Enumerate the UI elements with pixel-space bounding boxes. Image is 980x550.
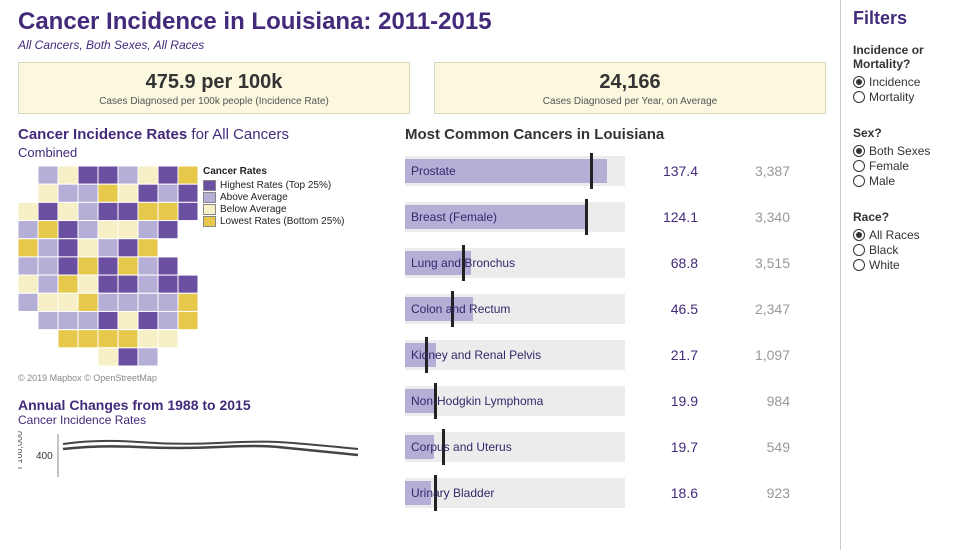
- map-section-title: Cancer Incidence Rates for All Cancers: [18, 126, 383, 143]
- filters-sidebar: Filters Incidence or Mortality?Incidence…: [840, 0, 980, 550]
- radio-label: Male: [869, 174, 895, 188]
- radio-icon: [853, 145, 865, 157]
- bar-rate: 137.4: [625, 163, 710, 179]
- bar-row[interactable]: Non-Hodgkin Lymphoma 19.9984: [405, 383, 826, 419]
- page-title: Cancer Incidence in Louisiana: 2011-2015: [18, 8, 826, 36]
- radio-label: All Races: [869, 228, 920, 242]
- choropleth-map[interactable]: [18, 166, 198, 366]
- radio-icon: [853, 244, 865, 256]
- bar-track: Prostate: [405, 156, 625, 186]
- radio-option[interactable]: White: [853, 258, 968, 272]
- bar-count: 3,387: [710, 163, 790, 179]
- filter-group: Sex? Both SexesFemaleMale: [853, 126, 968, 188]
- bar-rate: 68.8: [625, 255, 710, 271]
- bar-row[interactable]: Kidney and Renal Pelvis 21.71,097: [405, 337, 826, 373]
- filter-group: Incidence or Mortality? IncidenceMortalit…: [853, 43, 968, 104]
- radio-icon: [853, 229, 865, 241]
- radio-icon: [853, 160, 865, 172]
- trend-subtitle: Cancer Incidence Rates: [18, 413, 383, 427]
- radio-icon: [853, 91, 865, 103]
- stat-cards: 475.9 per 100k Cases Diagnosed per 100k …: [18, 62, 826, 114]
- radio-label: Incidence: [869, 75, 920, 89]
- svg-text:r 100,000: r 100,000: [18, 431, 24, 469]
- bar-rate: 46.5: [625, 301, 710, 317]
- bar-track: Corpus and Uterus: [405, 432, 625, 462]
- radio-label: Mortality: [869, 90, 914, 104]
- bar-track: Non-Hodgkin Lymphoma: [405, 386, 625, 416]
- stat-card-count: 24,166 Cases Diagnosed per Year, on Aver…: [434, 62, 826, 114]
- bar-label: Colon and Rectum: [411, 302, 510, 316]
- bar-row[interactable]: Prostate 137.43,387: [405, 153, 826, 189]
- bar-rate: 124.1: [625, 209, 710, 225]
- radio-option[interactable]: Female: [853, 159, 968, 173]
- map-legend: Cancer Rates Highest Rates (Top 25%)Abov…: [203, 166, 345, 228]
- radio-icon: [853, 175, 865, 187]
- svg-text:400: 400: [36, 451, 53, 462]
- stat-card-rate: 475.9 per 100k Cases Diagnosed per 100k …: [18, 62, 410, 114]
- bar-row[interactable]: Corpus and Uterus 19.7549: [405, 429, 826, 465]
- bar-row[interactable]: Breast (Female) 124.13,340: [405, 199, 826, 235]
- radio-option[interactable]: Black: [853, 243, 968, 257]
- bar-rate: 19.7: [625, 439, 710, 455]
- bar-count: 2,347: [710, 301, 790, 317]
- bar-rate: 21.7: [625, 347, 710, 363]
- bar-row[interactable]: Colon and Rectum 46.52,347: [405, 291, 826, 327]
- legend-title: Cancer Rates: [203, 166, 345, 177]
- map-container[interactable]: Cancer Rates Highest Rates (Top 25%)Abov…: [18, 166, 383, 383]
- bar-track: Urinary Bladder: [405, 478, 625, 508]
- bar-row[interactable]: Urinary Bladder 18.6923: [405, 475, 826, 511]
- bar-count: 1,097: [710, 347, 790, 363]
- legend-row: Highest Rates (Top 25%): [203, 180, 345, 191]
- filter-question: Race?: [853, 210, 968, 224]
- radio-option[interactable]: All Races: [853, 228, 968, 242]
- legend-row: Below Average: [203, 204, 345, 215]
- radio-label: Both Sexes: [869, 144, 930, 158]
- trend-title: Annual Changes from 1988 to 2015: [18, 397, 383, 413]
- bar-count: 923: [710, 485, 790, 501]
- map-section-title2: Combined: [18, 145, 383, 160]
- bar-rate: 18.6: [625, 485, 710, 501]
- bar-row[interactable]: Lung and Bronchus 68.83,515: [405, 245, 826, 281]
- legend-row: Above Average: [203, 192, 345, 203]
- radio-label: Female: [869, 159, 909, 173]
- bar-count: 549: [710, 439, 790, 455]
- radio-option[interactable]: Mortality: [853, 90, 968, 104]
- map-attribution: © 2019 Mapbox © OpenStreetMap: [18, 373, 383, 383]
- filter-question: Sex?: [853, 126, 968, 140]
- radio-icon: [853, 76, 865, 88]
- radio-label: Black: [869, 243, 898, 257]
- bar-label: Kidney and Renal Pelvis: [411, 348, 541, 362]
- common-cancers-title: Most Common Cancers in Louisiana: [405, 126, 826, 143]
- stat-rate-label: Cases Diagnosed per 100k people (Inciden…: [23, 96, 405, 107]
- filter-question: Incidence or Mortality?: [853, 43, 968, 71]
- radio-option[interactable]: Male: [853, 174, 968, 188]
- filters-title: Filters: [853, 8, 968, 29]
- bar-label: Breast (Female): [411, 210, 497, 224]
- radio-label: White: [869, 258, 900, 272]
- common-cancers-chart: Prostate137.43,387Breast (Female)124.13,…: [405, 153, 826, 511]
- bar-label: Non-Hodgkin Lymphoma: [411, 394, 543, 408]
- bar-label: Corpus and Uterus: [411, 440, 512, 454]
- bar-label: Prostate: [411, 164, 456, 178]
- filter-group: Race? All RacesBlackWhite: [853, 210, 968, 272]
- radio-option[interactable]: Both Sexes: [853, 144, 968, 158]
- trend-chart[interactable]: r 100,000 400: [18, 429, 378, 479]
- bar-count: 3,340: [710, 209, 790, 225]
- bar-track: Lung and Bronchus: [405, 248, 625, 278]
- bar-track: Kidney and Renal Pelvis: [405, 340, 625, 370]
- stat-count-label: Cases Diagnosed per Year, on Average: [439, 96, 821, 107]
- bar-rate: 19.9: [625, 393, 710, 409]
- radio-icon: [853, 259, 865, 271]
- page-subtitle: All Cancers, Both Sexes, All Races: [18, 38, 826, 52]
- radio-option[interactable]: Incidence: [853, 75, 968, 89]
- bar-count: 984: [710, 393, 790, 409]
- bar-label: Lung and Bronchus: [411, 256, 515, 270]
- bar-track: Colon and Rectum: [405, 294, 625, 324]
- bar-track: Breast (Female): [405, 202, 625, 232]
- bar-label: Urinary Bladder: [411, 486, 494, 500]
- stat-rate-value: 475.9 per 100k: [23, 71, 405, 94]
- legend-row: Lowest Rates (Bottom 25%): [203, 216, 345, 227]
- bar-count: 3,515: [710, 255, 790, 271]
- stat-count-value: 24,166: [439, 71, 821, 94]
